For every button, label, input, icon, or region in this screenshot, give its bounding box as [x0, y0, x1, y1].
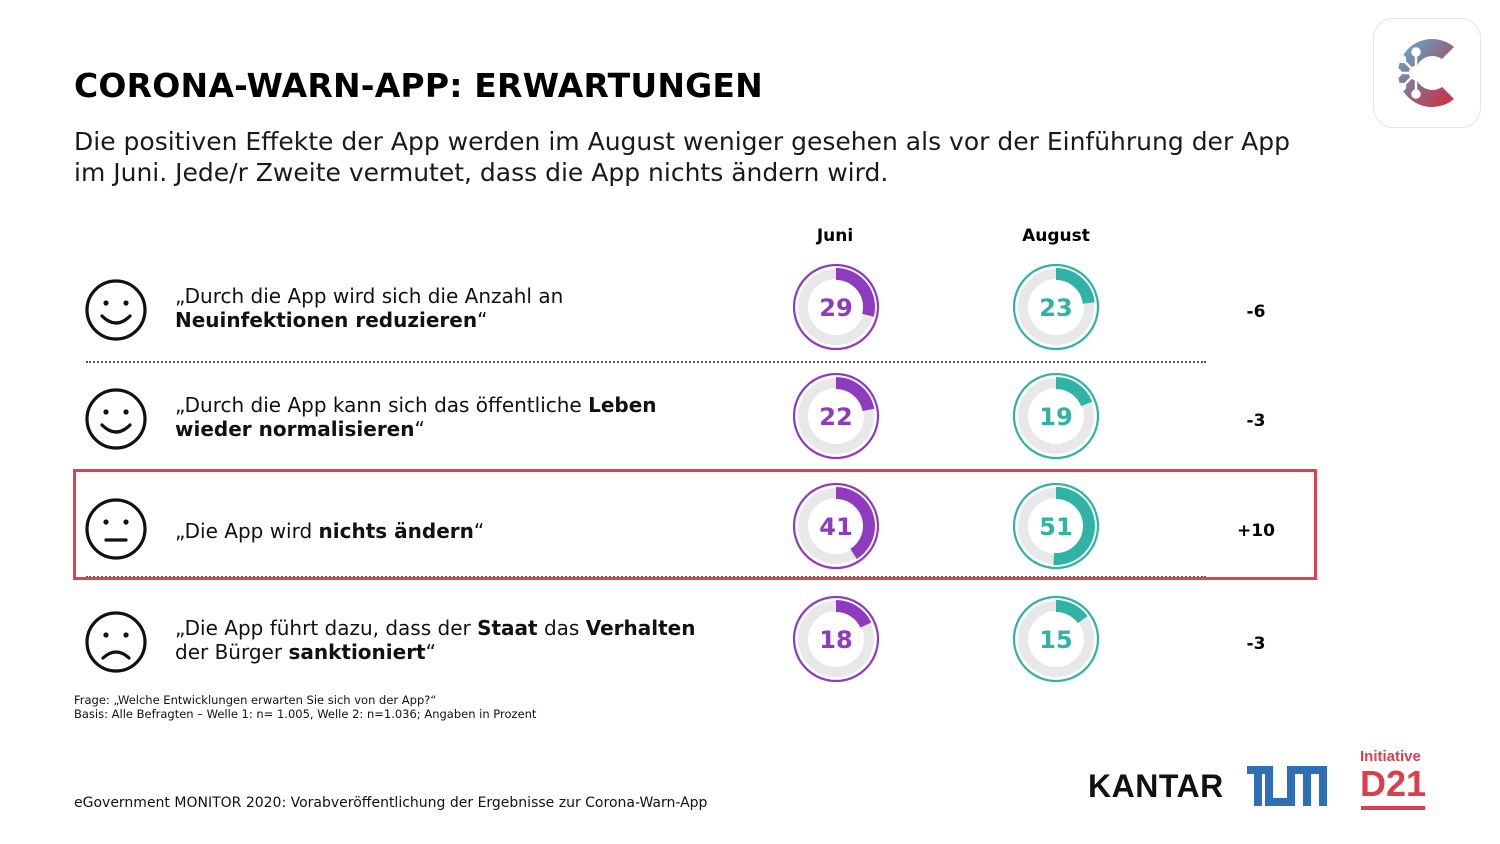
donut-juni-outline: [792, 372, 880, 460]
donut-juni-center: [812, 392, 860, 440]
donut-juni: 18: [792, 595, 880, 683]
donut-august-arc: [1017, 487, 1095, 565]
donut-august-value-label: 51: [1039, 513, 1072, 541]
donut-juni-outline: [792, 595, 880, 683]
row-divider: [86, 361, 1206, 363]
statement-emphasis: Staat: [477, 616, 538, 640]
page-title: CORONA-WARN-APP: ERWARTUNGEN: [74, 66, 763, 105]
donut-august-outline: [1012, 595, 1100, 683]
column-header-august: August: [1022, 226, 1090, 246]
chart-row: „Durch die App kann sich das öffentliche…: [0, 371, 1500, 471]
statement-segment: “: [473, 519, 485, 543]
donut-august-value-label: 19: [1039, 403, 1072, 431]
donut-juni-outline: [792, 482, 880, 570]
footnote-question: Frage: „Welche Entwicklungen erwarten Si…: [74, 693, 437, 707]
statement-emphasis: Neuinfektionen reduzieren: [175, 308, 478, 332]
difference-value: -6: [1246, 302, 1266, 322]
column-header-juni: Juni: [816, 226, 854, 246]
statement-text: „Durch die App kann sich das öffentliche…: [175, 393, 735, 441]
neutral-face-icon: [85, 498, 147, 560]
statement-segment: „Durch die App wird sich die Anzahl an: [175, 284, 564, 308]
difference-value: +10: [1237, 521, 1275, 541]
chart-row: „Die App führt dazu, dass der Staat das …: [0, 594, 1500, 694]
smiley-icon: [85, 388, 147, 450]
donut-august-outline: [1012, 263, 1100, 351]
chart-row: „Durch die App wird sich die Anzahl an N…: [0, 262, 1500, 362]
difference-value: -3: [1246, 411, 1266, 431]
donut-juni-arc: [797, 268, 875, 346]
donut-juni-value-label: 18: [819, 626, 852, 654]
statement-emphasis: Verhalten: [585, 616, 696, 640]
statement-segment: „Durch die App kann sich das öffentliche: [175, 393, 589, 417]
statement-text: „Die App wird nichts ändern“: [175, 519, 735, 543]
donut-august-center: [1032, 392, 1080, 440]
donut-juni: 29: [792, 263, 880, 351]
highlight-frame: [73, 469, 1317, 580]
sad-face-icon: [85, 611, 147, 673]
statement-text: „Durch die App wird sich die Anzahl an N…: [175, 284, 735, 332]
donut-juni: 22: [792, 372, 880, 460]
d21-initiative-text: Initiative: [1360, 748, 1421, 765]
donut-juni-value-label: 29: [819, 294, 852, 322]
page-subtitle: Die positiven Effekte der App werden im …: [74, 127, 1291, 187]
initiative-d21-logo: Initiative D21: [1360, 748, 1430, 816]
smiley-icon: [85, 279, 147, 341]
donut-august-center: [1032, 615, 1080, 663]
donut-august-value-label: 23: [1039, 294, 1072, 322]
donut-juni-arc: [797, 377, 875, 455]
donut-august-arc: [1017, 600, 1095, 678]
donut-august: 15: [1012, 595, 1100, 683]
source-line: eGovernment MONITOR 2020: Vorabveröffent…: [74, 795, 708, 811]
donut-juni-outline: [792, 263, 880, 351]
donut-juni-center: [812, 283, 860, 331]
chart-row: „Die App wird nichts ändern“ 41 51 +10: [0, 481, 1500, 581]
statement-segment: “: [414, 417, 425, 441]
donut-juni-center: [812, 615, 860, 663]
statement-segment: das: [537, 616, 586, 640]
d21-text: D21: [1360, 763, 1427, 804]
statement-segment: “: [477, 308, 488, 332]
statement-emphasis: Leben wieder normalisieren: [175, 393, 657, 441]
statement-segment: der Bürger: [175, 640, 289, 664]
donut-august-center: [1032, 283, 1080, 331]
donut-juni: 41: [792, 482, 880, 570]
donut-august-outline: [1012, 482, 1100, 570]
donut-juni-arc: [797, 487, 875, 565]
donut-august-arc: [1017, 377, 1095, 455]
d21-underline: [1361, 806, 1425, 810]
kantar-logo: KANTAR: [1088, 768, 1224, 804]
donut-august-center: [1032, 502, 1080, 550]
statement-emphasis: sanktioniert: [288, 640, 426, 664]
donut-august-arc: [1017, 268, 1095, 346]
statement-emphasis: nichts ändern: [318, 519, 474, 543]
donut-august: 51: [1012, 482, 1100, 570]
statement-segment: “: [425, 640, 436, 664]
donut-juni-value-label: 22: [819, 403, 852, 431]
donut-august-outline: [1012, 372, 1100, 460]
donut-juni-value-label: 41: [819, 513, 852, 541]
donut-august: 23: [1012, 263, 1100, 351]
statement-segment: „Die App wird: [175, 519, 319, 543]
statement-text: „Die App führt dazu, dass der Staat das …: [175, 616, 735, 664]
difference-value: -3: [1246, 634, 1266, 654]
footnote: Frage: „Welche Entwicklungen erwarten Si…: [74, 693, 536, 721]
donut-juni-center: [812, 502, 860, 550]
statement-segment: „Die App führt dazu, dass der: [175, 616, 478, 640]
tum-logo: [1247, 766, 1327, 806]
donut-august-value-label: 15: [1039, 626, 1072, 654]
donut-august: 19: [1012, 372, 1100, 460]
corona-warn-app-icon: [1373, 18, 1481, 128]
donut-juni-arc: [797, 600, 875, 678]
footnote-basis: Basis: Alle Befragten – Welle 1: n= 1.00…: [74, 707, 537, 721]
